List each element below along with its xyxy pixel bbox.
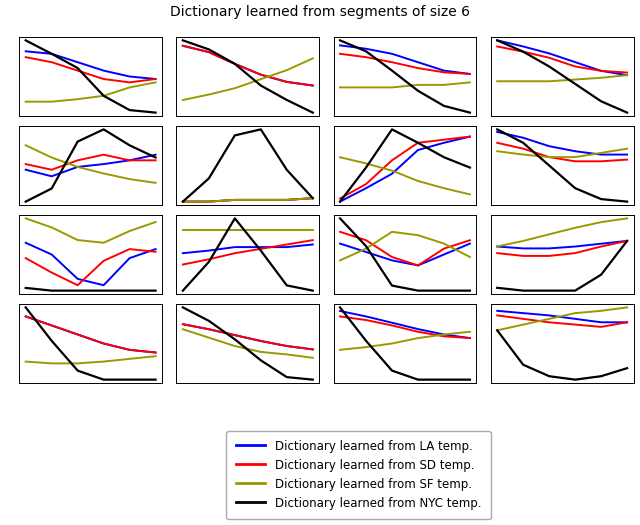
Legend: Dictionary learned from LA temp., Dictionary learned from SD temp., Dictionary l: Dictionary learned from LA temp., Dictio… (226, 430, 491, 519)
Text: Dictionary learned from segments of size 6: Dictionary learned from segments of size… (170, 5, 470, 19)
